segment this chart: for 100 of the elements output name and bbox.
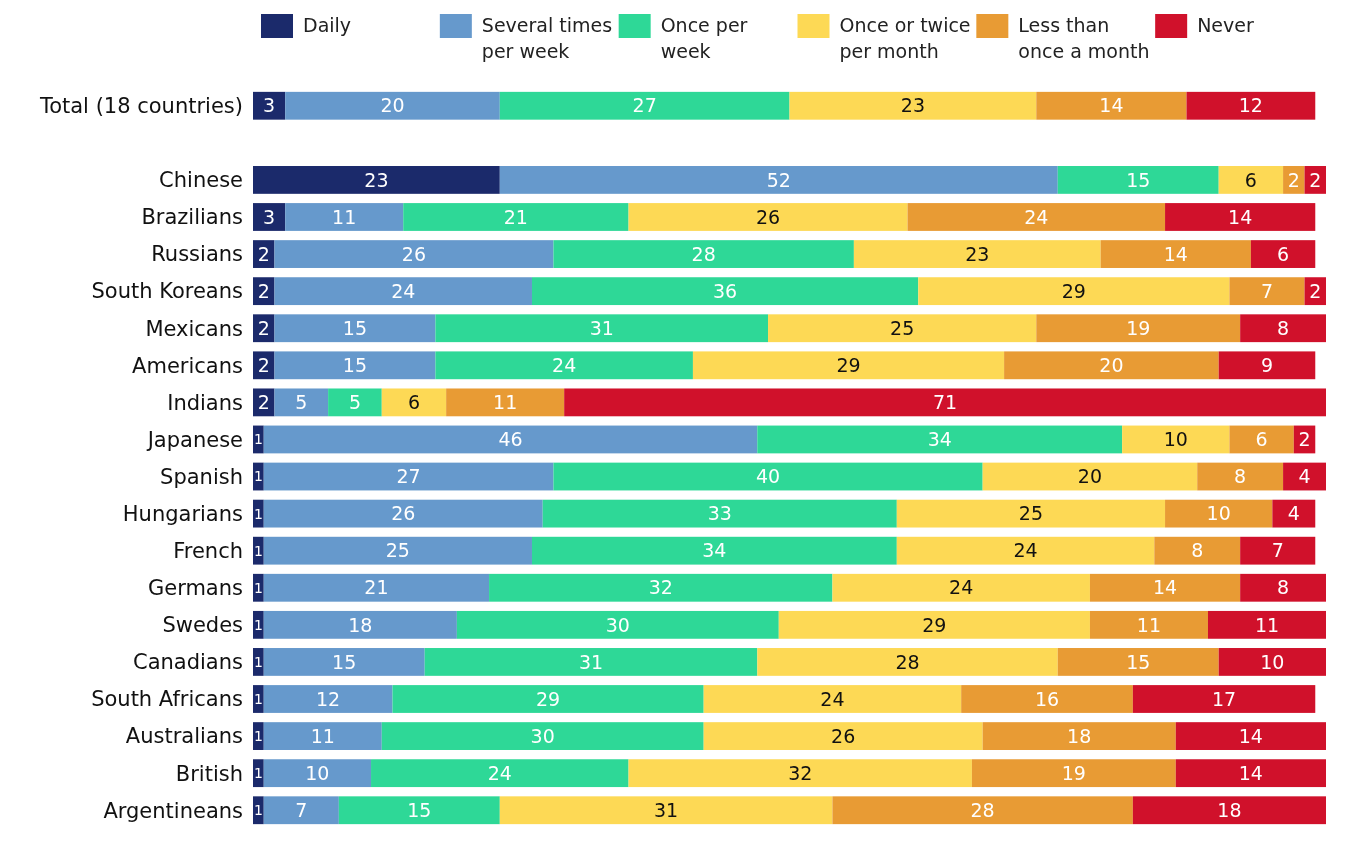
bar [692, 351, 1005, 380]
bar [274, 314, 436, 343]
data-label: 18 [1217, 798, 1242, 821]
data-label: 20 [1099, 353, 1124, 376]
data-label: 52 [766, 168, 791, 191]
data-label: 31 [578, 650, 604, 673]
data-label: 8 [1277, 316, 1290, 339]
data-label: 2 [257, 242, 270, 265]
bar [263, 610, 457, 639]
data-label: 14 [1163, 242, 1188, 265]
bar [1175, 759, 1326, 788]
data-label: 32 [788, 761, 813, 784]
data-label: 20 [1077, 465, 1103, 488]
data-label: 2 [1287, 168, 1300, 191]
data-label: 12 [316, 687, 341, 710]
data-label: 6 [1277, 242, 1290, 265]
bar [1165, 499, 1273, 528]
bar [274, 240, 554, 268]
bar [253, 759, 264, 788]
bar [907, 203, 1166, 231]
y-tick-label: Swedes [162, 613, 243, 638]
data-label: 24 [820, 687, 845, 710]
bar [263, 462, 554, 491]
bar [253, 648, 264, 676]
data-label: 2 [1309, 279, 1322, 302]
data-label: 31 [654, 798, 679, 821]
data-label: 11 [493, 391, 518, 414]
y-tick-label: Spanish [160, 464, 243, 489]
data-label: 10 [1163, 428, 1188, 451]
bar [435, 314, 769, 343]
bar [263, 759, 372, 788]
bar [1122, 425, 1230, 454]
bar [274, 351, 436, 380]
data-label: 18 [348, 613, 373, 636]
data-label: 21 [364, 576, 389, 599]
data-label: 1 [253, 727, 263, 744]
bar [1250, 240, 1316, 268]
data-label: 15 [1126, 168, 1151, 191]
data-label: 11 [1254, 613, 1280, 636]
data-label: 2 [257, 353, 270, 376]
data-label: 29 [836, 353, 861, 376]
bar [1229, 425, 1294, 454]
data-label: 23 [900, 94, 925, 117]
data-label: 24 [1013, 539, 1038, 562]
bar [499, 796, 833, 825]
data-label: 24 [552, 353, 577, 376]
data-label: 6 [1255, 428, 1268, 451]
bar [768, 314, 1037, 343]
data-label: 1 [253, 579, 263, 596]
bar [531, 536, 897, 565]
data-label: 26 [401, 242, 427, 265]
bar [789, 91, 1037, 120]
data-label: 24 [487, 761, 512, 784]
bar [1272, 499, 1316, 528]
data-label: 24 [391, 279, 416, 302]
data-label: 2 [257, 279, 270, 302]
data-label: 34 [702, 539, 727, 562]
bar [285, 203, 404, 231]
y-tick-label: Argentineans [103, 798, 243, 823]
bar [381, 388, 447, 417]
bar [263, 573, 490, 602]
bar [832, 573, 1090, 602]
data-label: 1 [253, 542, 263, 559]
data-label: 14 [1238, 724, 1263, 747]
data-label: 24 [949, 576, 974, 599]
data-label: 34 [927, 428, 952, 451]
data-label: 1 [253, 505, 263, 522]
data-label: 28 [970, 798, 995, 821]
y-tick-label: French [173, 539, 243, 564]
bar [628, 759, 972, 788]
data-label: 19 [1126, 316, 1151, 339]
data-label: 1 [253, 431, 263, 448]
data-label: 17 [1211, 687, 1237, 710]
bar [1197, 462, 1284, 491]
data-label: 26 [755, 205, 781, 228]
data-label: 20 [380, 94, 405, 117]
data-label: 27 [396, 465, 421, 488]
data-label: 36 [713, 279, 738, 302]
y-tick-label: South Africans [91, 687, 243, 712]
bar [1283, 166, 1305, 194]
y-tick-label: Germans [147, 576, 243, 601]
data-label: 1 [253, 802, 263, 819]
data-label: 14 [1228, 205, 1253, 228]
bar [1240, 536, 1316, 565]
legend-label: Never [1197, 14, 1254, 36]
bar [1165, 203, 1316, 231]
legend-label: Daily [303, 14, 352, 36]
bar [499, 91, 790, 120]
data-label: 7 [1260, 279, 1274, 302]
data-label: 26 [391, 502, 416, 525]
bar [1218, 648, 1326, 676]
data-label: 15 [342, 316, 368, 339]
data-label: 21 [503, 205, 528, 228]
data-label: 23 [364, 168, 389, 191]
data-label: 30 [605, 613, 630, 636]
data-label: 2 [257, 391, 270, 414]
bar [1036, 314, 1241, 343]
data-label: 11 [332, 205, 357, 228]
bar [253, 573, 264, 602]
bar [253, 610, 264, 639]
